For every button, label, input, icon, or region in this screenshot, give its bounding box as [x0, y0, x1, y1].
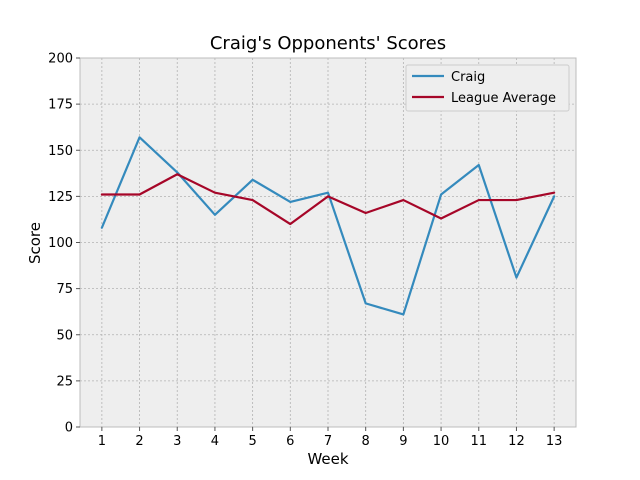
x-tick-label: 2: [135, 434, 143, 449]
series-lines: [100, 136, 556, 316]
series-line-league-average: [100, 173, 556, 226]
x-tick-label: 11: [470, 434, 487, 449]
x-tick-label: 3: [173, 434, 181, 449]
x-tick-label: 6: [286, 434, 294, 449]
legend: Craig League Average: [405, 64, 570, 112]
y-tick-label: 200: [48, 52, 73, 67]
x-tick-label: 1: [98, 434, 106, 449]
x-tick-label: 10: [433, 434, 450, 449]
y-tick-label: 50: [56, 328, 73, 343]
y-tick-label: 25: [56, 374, 73, 389]
x-tick-label: 7: [324, 434, 332, 449]
chart-title: Craig's Opponents' Scores: [210, 33, 446, 54]
y-tick-label: 175: [48, 98, 73, 113]
y-tick-label: 100: [48, 236, 73, 251]
x-tick-label: 13: [546, 434, 563, 449]
x-tick-label: 5: [248, 434, 256, 449]
y-tick-label: 150: [48, 144, 73, 159]
y-tick-label: 0: [65, 421, 73, 436]
x-tick-label: 8: [362, 434, 370, 449]
x-tick-label: 4: [211, 434, 219, 449]
y-tick-label: 75: [56, 282, 73, 297]
y-axis-label: Score: [26, 222, 44, 264]
x-axis-label: Week: [307, 450, 348, 468]
legend-label-league-average: League Average: [451, 91, 556, 106]
x-tick-label: 12: [508, 434, 525, 449]
y-tick-label: 125: [48, 190, 73, 205]
series-line-craig: [100, 136, 556, 316]
x-tick-label: 9: [399, 434, 407, 449]
legend-box: [405, 64, 570, 112]
legend-label-craig: Craig: [451, 70, 485, 85]
